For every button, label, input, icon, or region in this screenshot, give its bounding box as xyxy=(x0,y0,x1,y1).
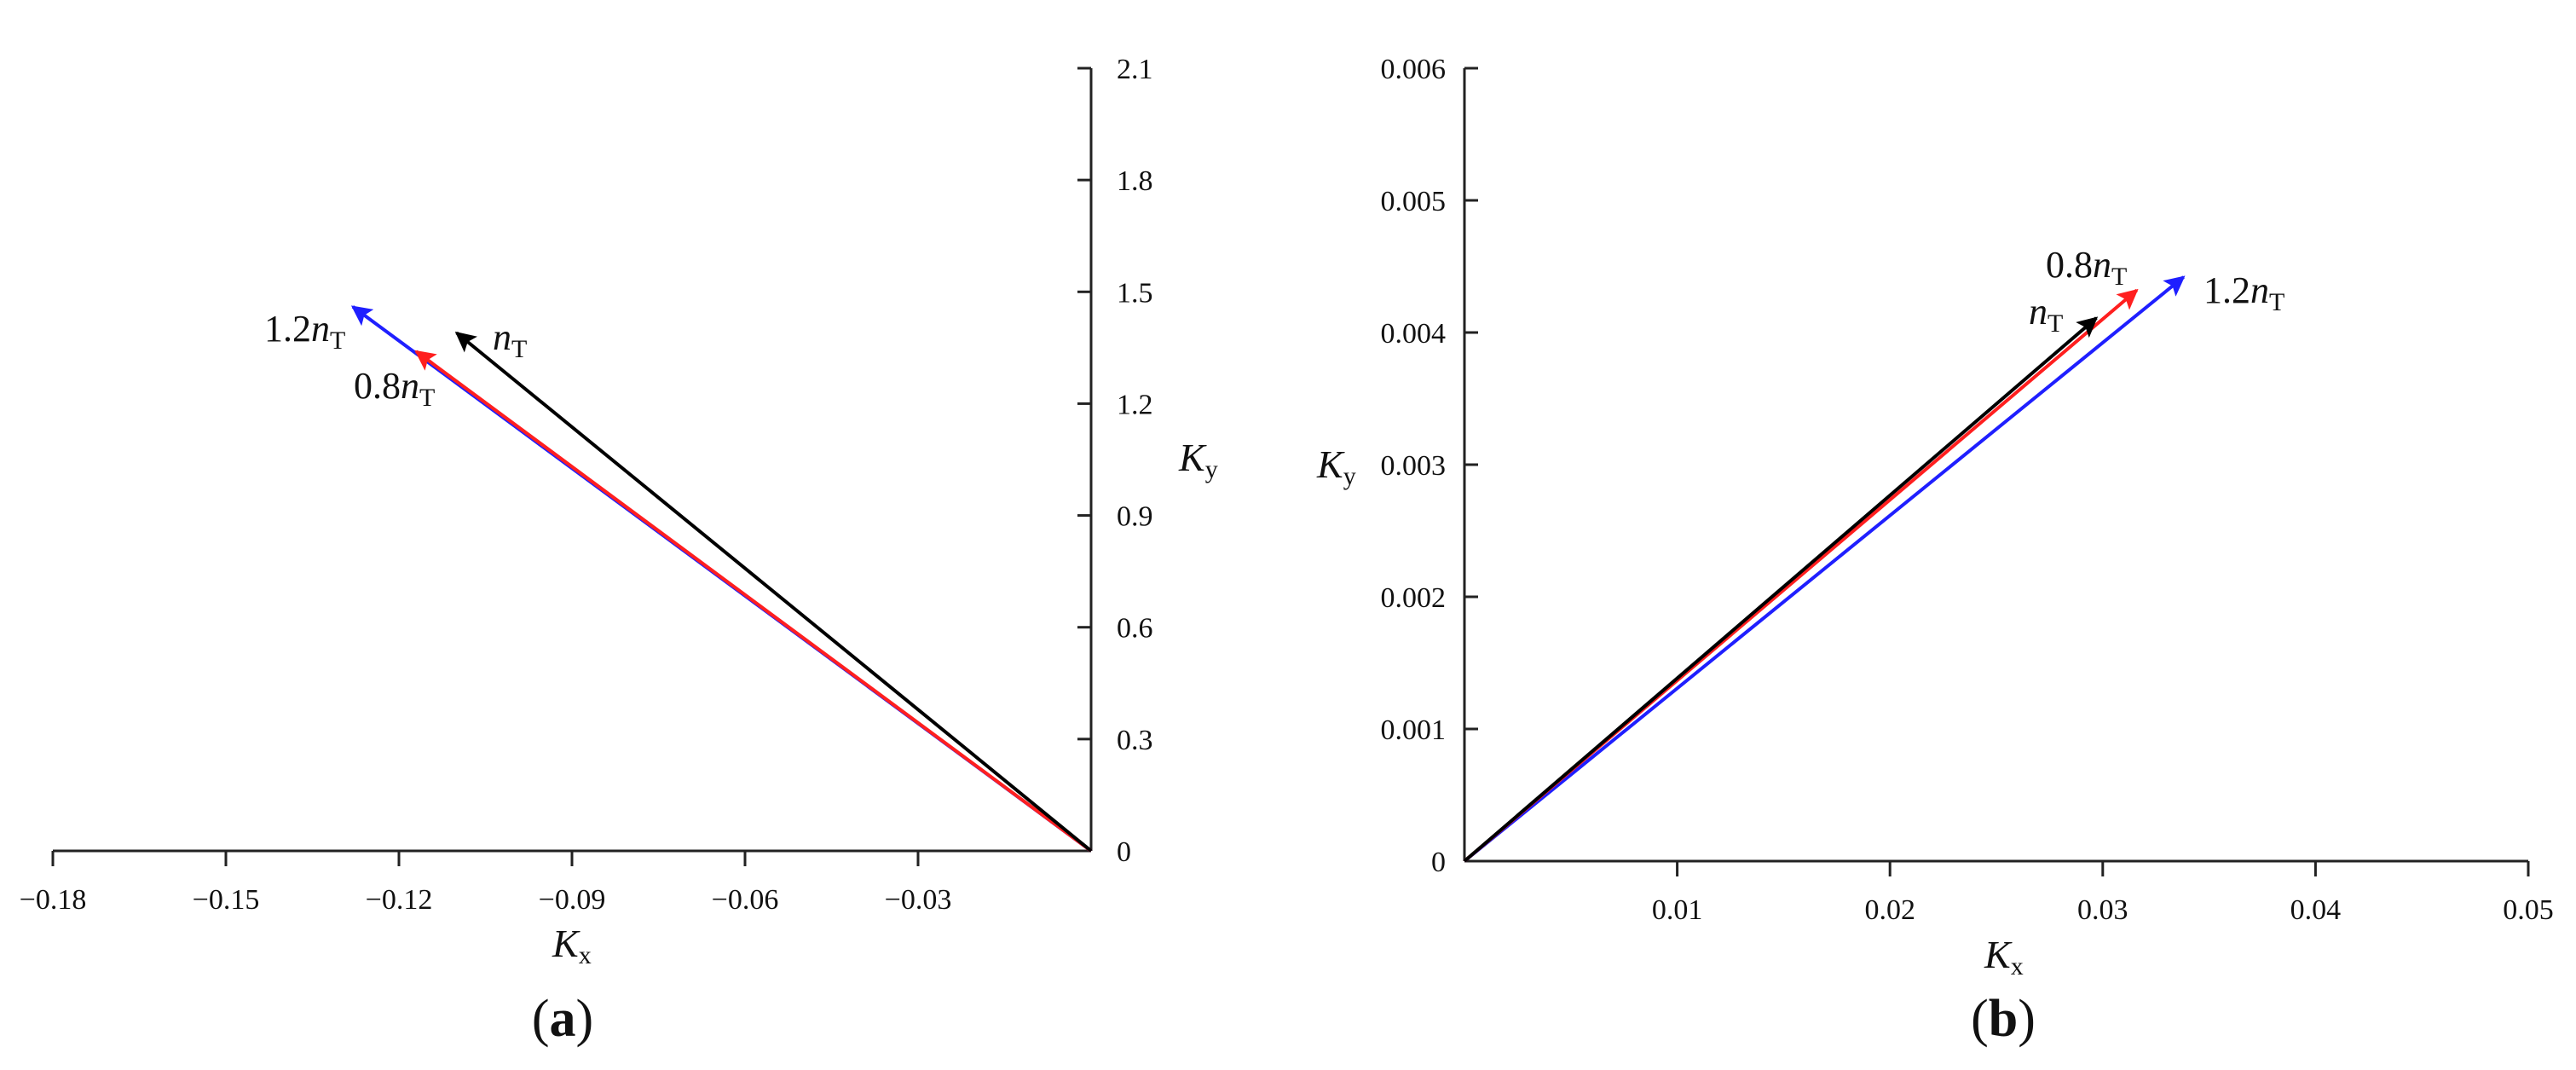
y-ticks: 0 0.3 0.6 0.9 1.2 1.5 1.8 2.1 xyxy=(1077,54,1153,868)
vector-label-1-2nT: 1.2nT xyxy=(264,308,345,355)
y-tick-label: 2.1 xyxy=(1117,54,1153,85)
y-tick-label: 0 xyxy=(1431,847,1446,878)
y-tick-label: 0.005 xyxy=(1381,186,1447,217)
y-tick-label: 0.004 xyxy=(1381,318,1447,350)
x-ticks: 0.01 0.02 0.03 0.04 0.05 xyxy=(1652,861,2554,926)
y-tick-label: 1.2 xyxy=(1117,389,1153,420)
panel-label-b: (b) xyxy=(1971,990,2036,1048)
vector-1-2n-t xyxy=(1463,275,2186,863)
panel-label-a: (a) xyxy=(532,990,593,1048)
y-tick-label: 0.001 xyxy=(1381,714,1447,746)
y-axis-label: Ky xyxy=(1316,442,1356,490)
y-tick-label: 0.6 xyxy=(1117,613,1153,645)
y-tick-label: 0.006 xyxy=(1381,54,1447,85)
vectors xyxy=(350,305,1093,853)
x-tick-label: 0.03 xyxy=(2077,894,2128,926)
y-tick-label: 1.5 xyxy=(1117,277,1153,309)
y-tick-label: 0.3 xyxy=(1117,725,1153,756)
vector-n-t xyxy=(1463,316,2099,863)
x-tick-label: 0.05 xyxy=(2503,894,2554,926)
x-axis-label: Kx xyxy=(552,922,592,969)
x-tick-label: 0.04 xyxy=(2290,894,2342,926)
vector-n-t xyxy=(454,331,1093,853)
x-tick-label: −0.09 xyxy=(539,884,606,916)
vector-label-0-8nT: 0.8nT xyxy=(354,365,435,412)
y-axis-label: Ky xyxy=(1178,436,1218,483)
chart-panel-a: −0.18 −0.15 −0.12 −0.09 −0.06 −0.03 0 0.3 0.6 0.… xyxy=(20,54,1218,1048)
x-tick-label: −0.03 xyxy=(885,884,952,916)
vector-label-0-8nT: 0.8nT xyxy=(2046,244,2127,291)
x-tick-label: −0.18 xyxy=(20,884,87,916)
y-tick-label: 0.9 xyxy=(1117,501,1153,533)
y-tick-label: 0.002 xyxy=(1381,582,1447,614)
vector-0-8n-t xyxy=(414,350,1093,853)
x-axis-label: Kx xyxy=(1984,933,2024,980)
chart-panel-b: 0.01 0.02 0.03 0.04 0.05 0 0.001 0.002 0.003 0.0… xyxy=(1316,54,2554,1048)
y-tick-label: 0.003 xyxy=(1381,450,1447,482)
x-tick-label: 0.01 xyxy=(1652,894,1703,926)
x-ticks: −0.18 −0.15 −0.12 −0.09 −0.06 −0.03 xyxy=(20,851,952,916)
vector-label-nT: nT xyxy=(2029,291,2063,338)
y-tick-label: 0 xyxy=(1117,836,1131,868)
vector-label-nT: nT xyxy=(493,316,527,363)
x-tick-label: −0.12 xyxy=(366,884,433,916)
y-ticks: 0 0.001 0.002 0.003 0.004 0.005 0.006 xyxy=(1381,54,1478,878)
y-tick-label: 1.8 xyxy=(1117,165,1153,197)
x-tick-label: 0.02 xyxy=(1864,894,1915,926)
vector-label-1-2nT: 1.2nT xyxy=(2203,269,2284,316)
vectors xyxy=(1463,275,2186,863)
x-tick-label: −0.15 xyxy=(193,884,260,916)
x-tick-label: −0.06 xyxy=(712,884,779,916)
